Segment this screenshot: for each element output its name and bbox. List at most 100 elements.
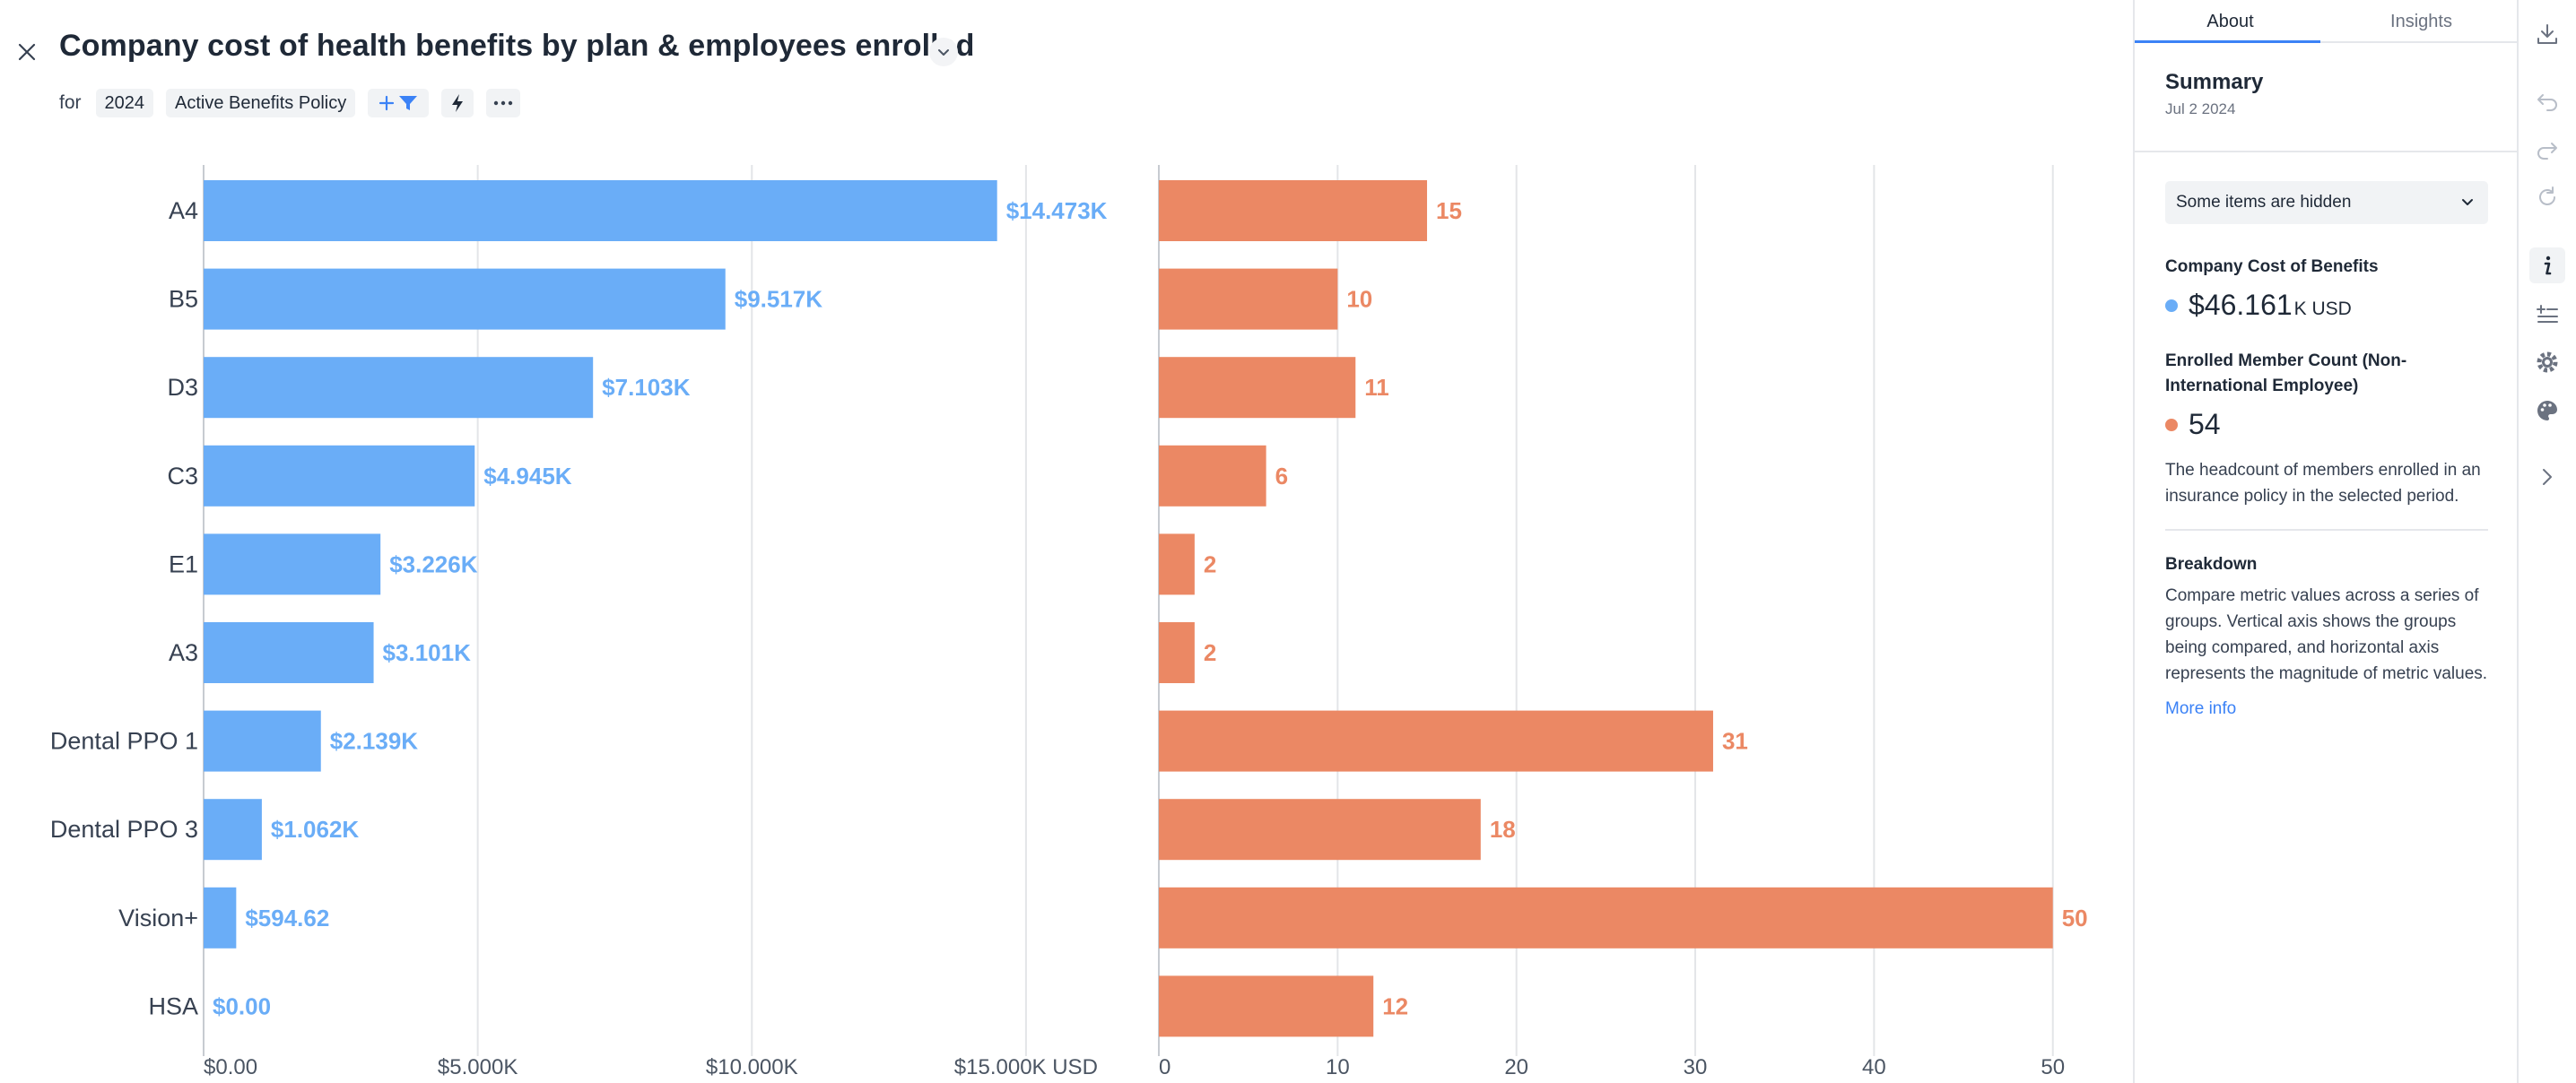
x-tick-label: $10.000K bbox=[706, 1055, 798, 1079]
bar bbox=[1159, 799, 1481, 861]
data-label: 12 bbox=[1382, 992, 1408, 1019]
policy-filter-chip[interactable]: Active Benefits Policy bbox=[166, 89, 356, 117]
more-options-button[interactable] bbox=[486, 89, 521, 117]
data-label: 10 bbox=[1346, 286, 1372, 313]
category-label: C3 bbox=[167, 463, 198, 490]
bar bbox=[1159, 975, 1374, 1037]
more-info-link[interactable]: More info bbox=[2165, 699, 2237, 718]
year-filter-chip[interactable]: 2024 bbox=[95, 89, 154, 117]
details-panel: About Insights Summary Jul 2 2024 Some i… bbox=[2133, 0, 2517, 1083]
redo-icon bbox=[2537, 143, 2557, 160]
bar-chart: A4 B5 D3 C3 E1 A3 Dental PPO 1 Dental PPO 3 Visi… bbox=[50, 165, 2088, 1079]
metric-enrolled-label: Enrolled Member Count (Non-International… bbox=[2165, 351, 2407, 395]
page-title: Company cost of health benefits by plan … bbox=[59, 29, 975, 63]
info-icon bbox=[2544, 256, 2552, 275]
add-list-icon bbox=[2537, 305, 2558, 323]
category-label: Dental PPO 3 bbox=[50, 816, 198, 843]
bar bbox=[204, 357, 594, 419]
undo-icon bbox=[2537, 94, 2557, 111]
chevron-down-icon bbox=[2462, 199, 2473, 205]
settings-icon bbox=[2537, 351, 2558, 373]
category-label: Vision+ bbox=[118, 905, 198, 931]
category-label: B5 bbox=[169, 286, 198, 313]
lightning-icon bbox=[452, 94, 464, 112]
download-button[interactable] bbox=[2529, 16, 2565, 52]
undo-button[interactable] bbox=[2529, 82, 2565, 118]
x-tick-label: 20 bbox=[1504, 1055, 1528, 1079]
metric-cost-unit: K USD bbox=[2293, 299, 2352, 319]
x-tick-label: $5.000K bbox=[438, 1055, 518, 1079]
bar bbox=[204, 622, 374, 683]
appearance-button[interactable] bbox=[2529, 393, 2565, 429]
filter-row: for 2024 Active Benefits Policy bbox=[59, 88, 521, 118]
data-label: $3.226K bbox=[389, 550, 478, 577]
data-label: $7.103K bbox=[602, 374, 691, 401]
active-tab-indicator bbox=[2135, 40, 2320, 43]
refresh-button[interactable] bbox=[2529, 179, 2565, 215]
data-label: $3.101K bbox=[383, 639, 472, 666]
panel-tabs: About Insights bbox=[2135, 0, 2517, 43]
data-label: 50 bbox=[2062, 905, 2088, 931]
bar bbox=[204, 180, 997, 241]
data-label: 2 bbox=[1204, 639, 1216, 666]
chevron-down-icon bbox=[938, 49, 949, 56]
refresh-icon bbox=[2539, 186, 2555, 205]
x-tick-label: 30 bbox=[1684, 1055, 1708, 1079]
category-label: D3 bbox=[167, 374, 198, 401]
x-tick-label: 10 bbox=[1326, 1055, 1350, 1079]
bar bbox=[204, 799, 262, 861]
bar bbox=[204, 533, 381, 595]
bar bbox=[1159, 268, 1338, 330]
breakdown-section: Breakdown Compare metric values across a… bbox=[2165, 552, 2488, 719]
download-icon bbox=[2537, 24, 2557, 44]
category-label: HSA bbox=[148, 992, 198, 1019]
chart-panel: Company cost of health benefits by plan … bbox=[13, 29, 2088, 1079]
add-filter-button[interactable] bbox=[368, 89, 430, 117]
settings-button[interactable] bbox=[2529, 344, 2565, 380]
metric-cost-value: $46.161 bbox=[2189, 289, 2293, 321]
for-label: for bbox=[59, 92, 82, 113]
quick-action-button[interactable] bbox=[441, 89, 474, 117]
data-label: 2 bbox=[1204, 550, 1216, 577]
data-label: 15 bbox=[1436, 197, 1462, 224]
bar bbox=[1159, 710, 1713, 772]
data-label: 18 bbox=[1490, 816, 1516, 843]
close-button[interactable] bbox=[13, 38, 41, 66]
x-tick-label: $0.00 bbox=[204, 1055, 257, 1079]
data-label: $4.945K bbox=[483, 463, 572, 490]
tab-insights[interactable]: Insights bbox=[2390, 11, 2452, 31]
metric-cost-value-row: $46.161 K USD bbox=[2165, 289, 2488, 322]
series-color-dot bbox=[2165, 419, 2178, 431]
title-dropdown-button[interactable] bbox=[929, 38, 958, 66]
right-toolbar bbox=[2517, 0, 2576, 1083]
bar bbox=[1159, 622, 1195, 683]
data-label: 11 bbox=[1364, 374, 1389, 401]
data-label: $0.00 bbox=[213, 992, 271, 1019]
info-button[interactable] bbox=[2529, 247, 2565, 283]
add-series-button[interactable] bbox=[2529, 296, 2565, 332]
breakdown-description: Compare metric values across a series of… bbox=[2165, 586, 2488, 683]
tab-about[interactable]: About bbox=[2206, 11, 2254, 31]
bar bbox=[1159, 887, 2053, 949]
x-tick-label: 40 bbox=[1862, 1055, 1886, 1079]
redo-button[interactable] bbox=[2529, 131, 2565, 167]
data-label: 31 bbox=[1722, 728, 1748, 755]
metric-enrolled-description: The headcount of members enrolled in an … bbox=[2165, 461, 2481, 506]
category-label: A4 bbox=[169, 197, 198, 224]
data-label: $2.139K bbox=[330, 728, 419, 755]
bar bbox=[1159, 180, 1428, 241]
summary-date: Jul 2 2024 bbox=[2165, 100, 2236, 117]
bar bbox=[204, 445, 475, 507]
summary-section: Summary Jul 2 2024 Some items are hidden… bbox=[2135, 70, 2517, 719]
bar bbox=[204, 710, 321, 772]
metric-cost-label: Company Cost of Benefits bbox=[2165, 257, 2379, 276]
metric-cost: Company Cost of Benefits $46.161 K USD bbox=[2165, 255, 2488, 322]
data-label: 6 bbox=[1275, 463, 1288, 490]
x-tick-label: 50 bbox=[2041, 1055, 2065, 1079]
collapse-panel-button[interactable] bbox=[2529, 459, 2565, 495]
x-tick-label: $15.000K USD bbox=[954, 1055, 1098, 1079]
bar bbox=[204, 887, 237, 949]
hidden-items-dropdown[interactable]: Some items are hidden bbox=[2165, 181, 2488, 224]
hidden-items-label: Some items are hidden bbox=[2176, 193, 2352, 212]
data-label: $594.62 bbox=[245, 905, 329, 931]
